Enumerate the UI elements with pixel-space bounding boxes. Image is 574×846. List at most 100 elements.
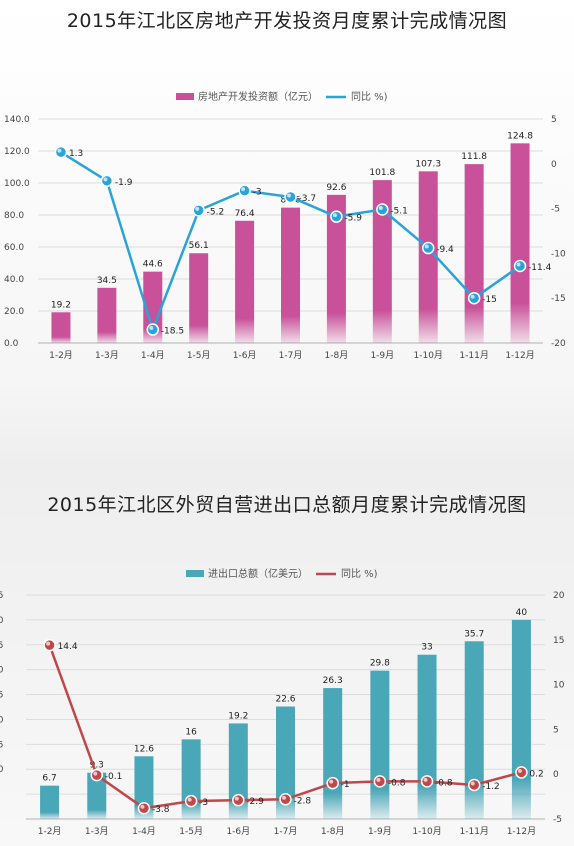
- line-point: [100, 174, 114, 188]
- line-point: [467, 291, 481, 305]
- line-value-label: -15: [482, 295, 497, 305]
- line-value-label: -2.9: [246, 797, 264, 807]
- y2-tick-label: -10: [551, 249, 566, 259]
- legend-line-label: 同比 %): [341, 568, 378, 580]
- bar-value-label: 40: [516, 608, 528, 618]
- line-point-highlight: [332, 213, 337, 218]
- line-point: [330, 210, 343, 223]
- bar: [235, 220, 255, 343]
- bar-value-label: 107.3: [415, 159, 441, 169]
- line-point-highlight: [378, 205, 383, 210]
- line-value-label: -11.4: [528, 263, 552, 273]
- line-point-highlight: [470, 781, 475, 786]
- bar: [97, 287, 117, 343]
- chart2-svg: 进出口总额（亿美元）同比 %)0510152025303540452015105…: [0, 567, 565, 837]
- line-point: [326, 776, 339, 790]
- chart1-svg: 房地产开发投资额（亿元） 同比 %) 0.0 20.0 40.0 60.0 80.0 100.…: [4, 90, 566, 361]
- bar: [417, 654, 437, 819]
- x-tick-label: 1-9月: [368, 826, 392, 837]
- y2-tick-label: 0: [553, 770, 559, 780]
- bar: [418, 171, 438, 343]
- line-point: [137, 801, 151, 815]
- line-point-highlight: [140, 804, 145, 809]
- line-point: [515, 766, 528, 779]
- bar: [372, 180, 392, 343]
- x-tick-label: 1-12月: [507, 826, 536, 837]
- bar-value-label: 6.7: [42, 774, 56, 784]
- bar-value-label: 16: [185, 727, 197, 737]
- y-tick-label: 25: [0, 691, 3, 701]
- y2-tick-label: -5: [551, 205, 560, 215]
- bar-value-label: 101.8: [369, 168, 395, 178]
- line-value-label: -1: [341, 780, 350, 790]
- y-tick-label: 15: [0, 740, 3, 750]
- line-point-highlight: [187, 797, 192, 802]
- bar-value-label: 33: [421, 643, 432, 653]
- bar: [276, 706, 295, 819]
- x-tick-label: 1-11月: [459, 350, 488, 361]
- y2-tick-label: 5: [551, 115, 557, 125]
- line-value-label: -9.4: [436, 245, 454, 255]
- x-tick-label: 1-8月: [325, 350, 349, 361]
- line-point: [43, 638, 56, 652]
- legend-bar-swatch: [176, 93, 194, 100]
- line-value-label: -0.8: [388, 778, 406, 788]
- line-value-label: -3: [253, 188, 262, 198]
- x-tick-label: 1-4月: [132, 826, 156, 837]
- x-tick-label: 1-10月: [412, 826, 441, 837]
- line-point-highlight: [234, 796, 239, 801]
- y-tick-label: 20.0: [4, 307, 24, 317]
- bar-value-label: 29.8: [370, 659, 390, 669]
- bar-value-label: 22.6: [275, 695, 295, 705]
- line-point: [232, 793, 245, 807]
- line-point-highlight: [241, 187, 246, 192]
- legend-bar-swatch: [186, 570, 204, 577]
- line-point: [184, 794, 198, 808]
- line-point-highlight: [424, 244, 429, 249]
- line-point: [376, 203, 389, 216]
- y-tick-label: 80.0: [4, 211, 24, 221]
- x-tick-label: 1-10月: [414, 350, 443, 361]
- line-point: [146, 323, 160, 336]
- bar-value-label: 12.6: [134, 744, 154, 754]
- legend-bar-label: 房地产开发投资额（亿元）: [198, 90, 318, 103]
- line-point-highlight: [329, 779, 334, 784]
- bar: [228, 723, 248, 819]
- line-point: [467, 778, 481, 792]
- bar-value-label: 35.7: [464, 629, 484, 639]
- x-tick-label: 1-7月: [274, 826, 298, 837]
- x-tick-label: 1-3月: [95, 350, 119, 361]
- x-tick-label: 1-12月: [505, 350, 534, 361]
- line-value-label: 1.3: [69, 149, 83, 159]
- bar: [370, 670, 390, 819]
- line-value-label: -0.8: [435, 778, 453, 788]
- bar: [510, 143, 530, 343]
- line-point: [420, 775, 434, 788]
- line-point-highlight: [423, 777, 428, 782]
- line-point: [373, 775, 387, 788]
- line-value-label: -3.8: [152, 805, 170, 815]
- y-tick-label: 120.0: [4, 147, 30, 157]
- bar: [87, 772, 107, 819]
- bar: [326, 194, 346, 343]
- line-value-label: -1.2: [482, 782, 500, 792]
- bar: [281, 207, 300, 343]
- x-tick-label: 1-11月: [460, 826, 489, 837]
- x-tick-label: 1-7月: [279, 350, 303, 361]
- bar-value-label: 19.2: [51, 300, 71, 310]
- line-point-highlight: [103, 177, 108, 182]
- y2-tick-label: 5: [553, 725, 559, 735]
- line-point-highlight: [149, 326, 154, 331]
- x-tick-label: 1-5月: [179, 826, 203, 837]
- x-tick-label: 1-3月: [85, 826, 109, 837]
- bar: [323, 688, 343, 819]
- line-point-highlight: [376, 777, 381, 782]
- line-value-label: 14.4: [58, 642, 78, 652]
- bar-value-label: 26.3: [323, 676, 343, 686]
- bar: [51, 312, 71, 343]
- x-tick-label: 1-5月: [187, 350, 211, 361]
- y-tick-label: 20: [0, 715, 4, 725]
- bar-value-label: 76.4: [235, 209, 255, 219]
- x-tick-label: 1-8月: [321, 826, 345, 837]
- y2-tick-label: -15: [551, 294, 566, 304]
